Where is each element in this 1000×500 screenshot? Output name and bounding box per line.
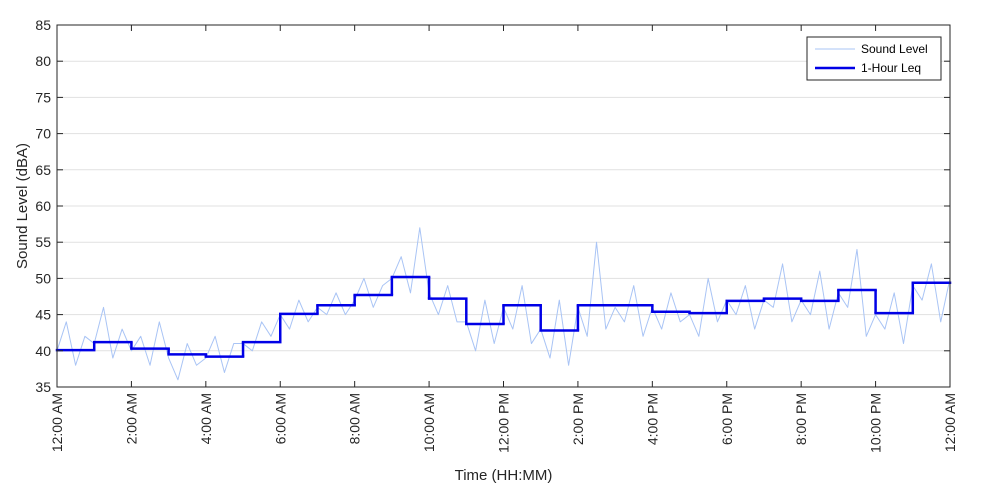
x-tick-label: 4:00 AM [198, 393, 214, 444]
y-axis-title: Sound Level (dBA) [14, 143, 31, 269]
x-tick-label: 2:00 PM [570, 393, 586, 445]
x-tick-label: 10:00 AM [421, 393, 437, 452]
legend: Sound Level 1-Hour Leq [806, 36, 942, 81]
legend-label-leq: 1-Hour Leq [861, 61, 921, 75]
y-tick-label: 45 [35, 307, 51, 323]
x-tick-label: 6:00 AM [272, 393, 288, 444]
x-tick-label: 10:00 PM [868, 393, 884, 453]
x-tick-label: 8:00 PM [793, 393, 809, 445]
y-tick-label: 35 [35, 379, 51, 395]
legend-box [806, 36, 942, 81]
x-tick-label: 12:00 AM [942, 393, 958, 452]
y-tick-label: 60 [35, 198, 51, 214]
x-tick-label: 4:00 PM [644, 393, 660, 445]
y-tick-label: 80 [35, 53, 51, 69]
x-tick-label: 6:00 PM [719, 393, 735, 445]
y-tick-label: 70 [35, 126, 51, 142]
x-tick-label: 12:00 AM [49, 393, 65, 452]
x-tick-label: 8:00 AM [347, 393, 363, 444]
y-axis-ticks: 35 40 45 50 55 60 65 70 75 80 85 [35, 17, 950, 395]
x-axis-ticks: 12:00 AM 2:00 AM 4:00 AM 6:00 AM 8:00 AM 10:0… [49, 25, 958, 453]
legend-label-sound-level: Sound Level [861, 42, 928, 56]
y-tick-label: 75 [35, 89, 51, 105]
y-tick-label: 85 [35, 17, 51, 33]
y-tick-label: 50 [35, 270, 51, 286]
x-tick-label: 2:00 AM [123, 393, 139, 444]
x-axis-title: Time (HH:MM) [455, 467, 553, 484]
leq-series [55, 275, 952, 358]
y-tick-label: 65 [35, 162, 51, 178]
grid-lines [57, 60, 950, 352]
x-tick-label: 12:00 PM [496, 393, 512, 453]
y-tick-label: 55 [35, 234, 51, 250]
y-tick-label: 40 [35, 343, 51, 359]
